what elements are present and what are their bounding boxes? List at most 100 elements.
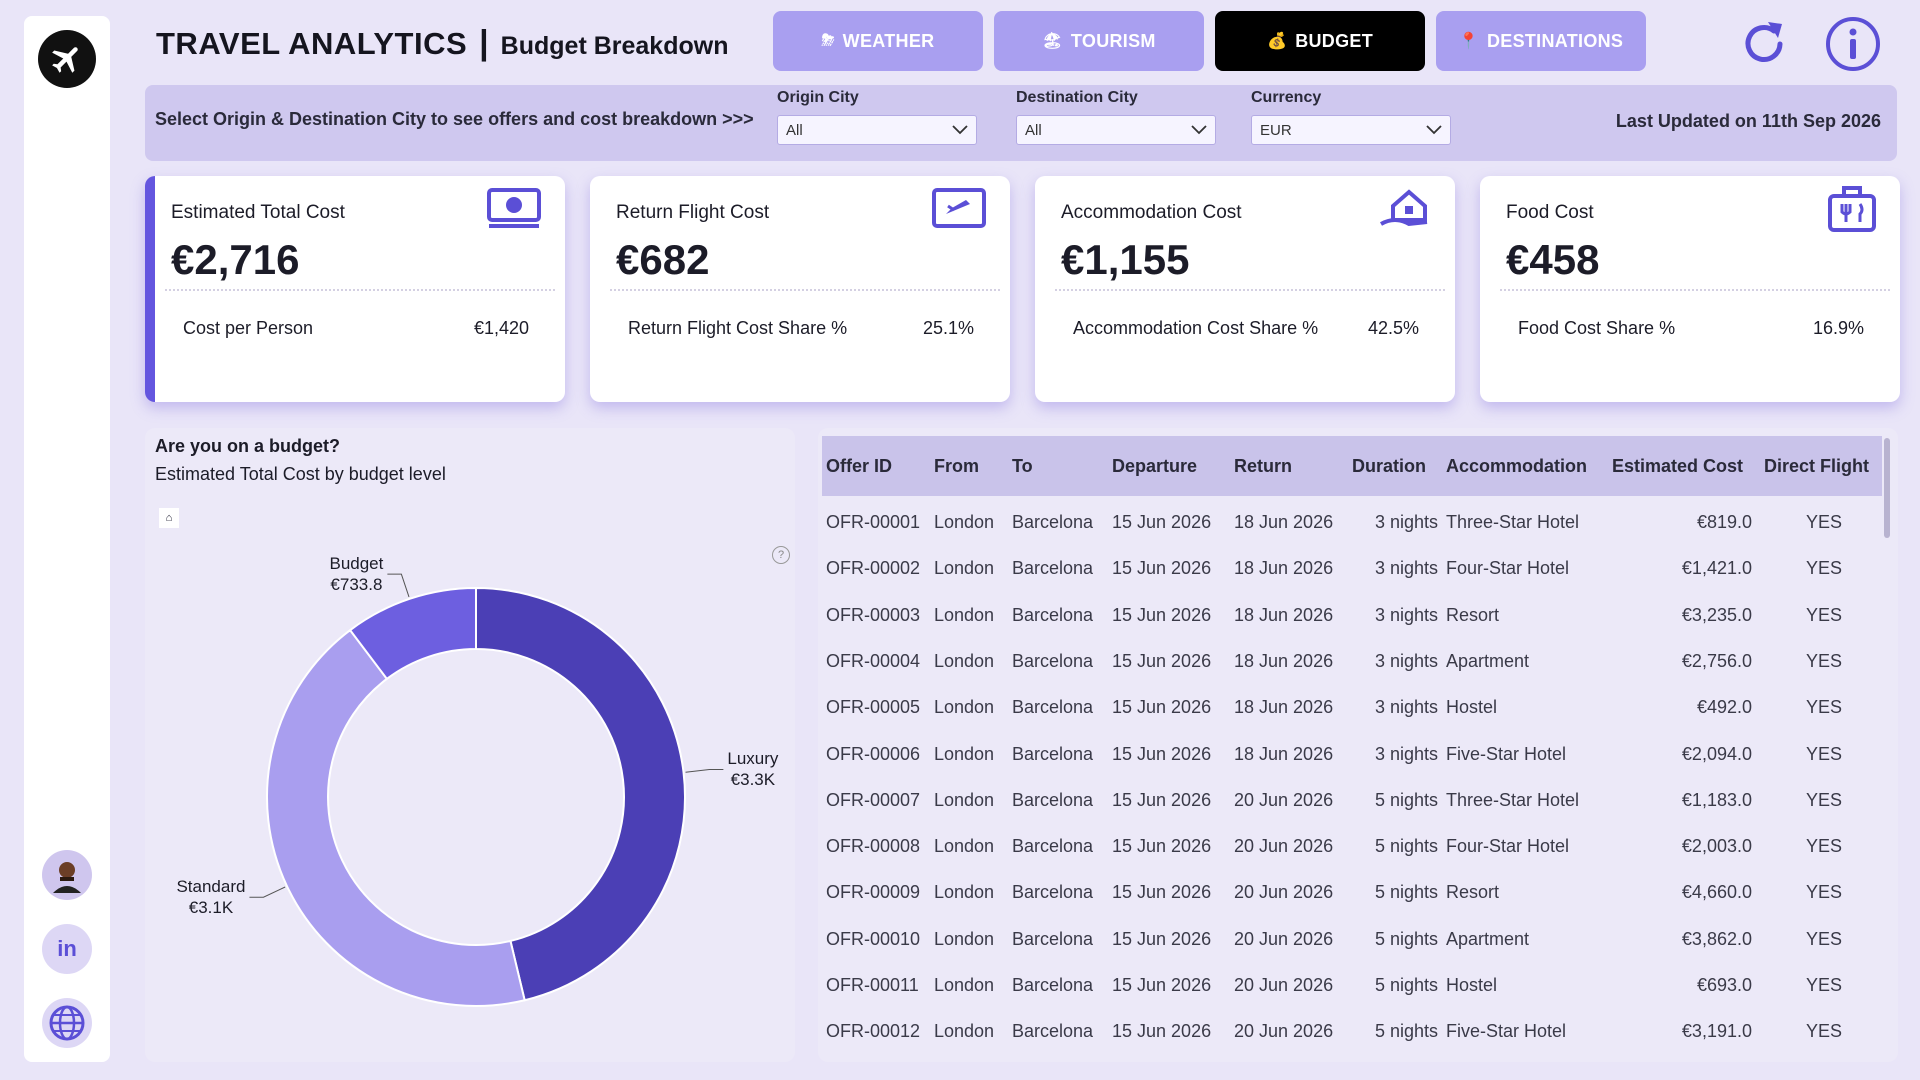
table-cell: Three-Star Hotel	[1446, 512, 1580, 532]
table-cell: Barcelona	[1012, 604, 1094, 625]
table-row[interactable]: OFR-00012 London Barcelona 15 Jun 2026 20 Ju…	[822, 1009, 1882, 1055]
table-cell: OFR-00011	[826, 975, 919, 995]
table-cell: London	[934, 928, 995, 949]
donut-chart	[249, 573, 724, 1007]
table-cell: €2,756.0	[1681, 650, 1752, 671]
table-cell: 20 Jun 2026	[1234, 928, 1334, 949]
tab-tourism[interactable]: 🏖 TOURISM	[994, 11, 1204, 71]
table-cell: Barcelona	[1012, 512, 1094, 532]
table-row[interactable]: OFR-00010 London Barcelona 15 Jun 2026 20 Ju…	[822, 917, 1882, 963]
tab-weather[interactable]: ⛈ WEATHER	[773, 11, 983, 71]
table-cell: 20 Jun 2026	[1234, 1021, 1334, 1042]
kpi-title: Estimated Total Cost	[171, 202, 345, 223]
donut-slice-luxury[interactable]	[475, 586, 686, 1002]
donut-label-luxury: Luxury €3.3K	[727, 748, 778, 790]
table-cell: 15 Jun 2026	[1112, 697, 1212, 718]
column-header[interactable]: Accommodation	[1446, 456, 1588, 476]
table-row[interactable]: OFR-00008 London Barcelona 15 Jun 2026 20 Ju…	[822, 824, 1882, 870]
tab-destinations[interactable]: 📍 DESTINATIONS	[1436, 11, 1646, 71]
globe-button[interactable]	[42, 998, 92, 1048]
table-cell: London	[934, 604, 995, 625]
table-cell: Resort	[1446, 882, 1500, 903]
home-icon[interactable]: ⌂	[159, 508, 179, 528]
donut-label-standard: Standard €3.1K	[176, 876, 245, 918]
info-icon[interactable]	[1823, 14, 1883, 74]
table-row[interactable]: OFR-00006 London Barcelona 15 Jun 2026 18 Ju…	[822, 732, 1882, 778]
chevron-down-icon	[1426, 125, 1442, 135]
column-header[interactable]: Offer ID	[826, 456, 893, 476]
airplane-icon[interactable]	[38, 30, 96, 88]
currency-select[interactable]: EUR	[1251, 115, 1451, 145]
table-cell: YES	[1805, 604, 1843, 625]
column-header[interactable]: To	[1012, 456, 1033, 476]
kpi-title: Return Flight Cost	[616, 202, 770, 223]
origin-select[interactable]: All	[777, 115, 977, 145]
table-cell: YES	[1805, 975, 1843, 995]
linkedin-button[interactable]: in	[42, 924, 92, 974]
tab-budget[interactable]: 💰 BUDGET	[1215, 11, 1425, 71]
table-row[interactable]: OFR-00004 London Barcelona 15 Jun 2026 18 Ju…	[822, 639, 1882, 685]
table-cell: YES	[1805, 743, 1843, 764]
table-row[interactable]: OFR-00005 London Barcelona 15 Jun 2026 18 Ju…	[822, 685, 1882, 731]
table-cell: €2,094.0	[1681, 743, 1752, 764]
kpi-sub-value: 16.9%	[1812, 318, 1864, 338]
currency-label: Currency	[1251, 89, 1322, 106]
currency-filter: Currency EUR	[1251, 89, 1451, 145]
table-cell: Three-Star Hotel	[1446, 789, 1580, 810]
table-row[interactable]: OFR-00002 London Barcelona 15 Jun 2026 18 Ju…	[822, 546, 1882, 592]
table-cell: London	[934, 558, 995, 579]
table-cell: 20 Jun 2026	[1234, 975, 1334, 995]
table-row[interactable]: OFR-00001 London Barcelona 15 Jun 2026 18 Ju…	[822, 500, 1882, 546]
table-cell: OFR-00004	[826, 650, 921, 671]
kpi-divider	[165, 289, 555, 291]
kpi-sub-label: Food Cost Share %	[1518, 318, 1676, 338]
table-cell: 15 Jun 2026	[1112, 512, 1212, 532]
table-cell: €2,003.0	[1681, 836, 1752, 857]
refresh-icon[interactable]	[1734, 14, 1794, 74]
sidebar: in	[24, 16, 110, 1062]
table-cell: €1,183.0	[1681, 789, 1752, 810]
table-cell: €3,235.0	[1681, 604, 1752, 625]
table-cell: Barcelona	[1012, 836, 1094, 857]
destination-label: Destination City	[1016, 89, 1138, 106]
table-cell: 5 nights	[1374, 836, 1438, 857]
column-header[interactable]: Direct Flight	[1764, 456, 1870, 476]
column-header[interactable]: Estimated Cost	[1612, 456, 1744, 476]
table-cell: 3 nights	[1374, 512, 1438, 532]
destination-select[interactable]: All	[1016, 115, 1216, 145]
help-icon[interactable]: ?	[772, 546, 790, 564]
money-bag-icon: 💰	[1266, 33, 1288, 50]
page-subtitle: Budget Breakdown	[500, 32, 729, 60]
table-cell: 3 nights	[1374, 558, 1438, 579]
column-header[interactable]: From	[934, 456, 979, 476]
table-scrollbar[interactable]	[1884, 438, 1890, 538]
avatar[interactable]	[42, 850, 92, 900]
table-cell: €3,191.0	[1681, 1021, 1752, 1042]
donut-slice-standard[interactable]	[266, 628, 526, 1007]
table-cell: 15 Jun 2026	[1112, 743, 1212, 764]
kpi-sub-label: Return Flight Cost Share %	[628, 318, 848, 338]
column-header[interactable]: Return	[1234, 456, 1292, 476]
table-cell: 18 Jun 2026	[1234, 558, 1334, 579]
donut-leader-line	[249, 886, 286, 898]
donut-label-category: Standard	[176, 877, 246, 897]
kpi-sub-value: €1,420	[473, 318, 529, 338]
table-cell: YES	[1805, 882, 1843, 903]
donut-title: Are you on a budget?	[155, 436, 341, 456]
table-row[interactable]: OFR-00003 London Barcelona 15 Jun 2026 18 Ju…	[822, 593, 1882, 639]
kpi-value: €458	[1506, 236, 1600, 283]
table-row[interactable]: OFR-00007 London Barcelona 15 Jun 2026 20 Ju…	[822, 778, 1882, 824]
table-row[interactable]: OFR-00011 London Barcelona 15 Jun 2026 20 Ju…	[822, 963, 1882, 1009]
table-cell: €3,862.0	[1681, 928, 1752, 949]
storm-icon: ⛈	[821, 32, 835, 49]
kpi-flight-cost: Return Flight Cost €682 Return Flight Co…	[590, 176, 1010, 402]
donut-label-category: Luxury	[727, 749, 779, 769]
table-cell: 18 Jun 2026	[1234, 650, 1334, 671]
kpi-total-cost: Estimated Total Cost €2,716 Cost per Per…	[145, 176, 565, 402]
column-header[interactable]: Duration	[1352, 456, 1426, 476]
donut-slice-budget[interactable]	[348, 586, 477, 681]
avatar-icon	[53, 862, 81, 893]
table-row[interactable]: OFR-00009 London Barcelona 15 Jun 2026 20 Ju…	[822, 870, 1882, 916]
flight-ticket-icon	[932, 188, 986, 228]
column-header[interactable]: Departure	[1112, 456, 1198, 476]
